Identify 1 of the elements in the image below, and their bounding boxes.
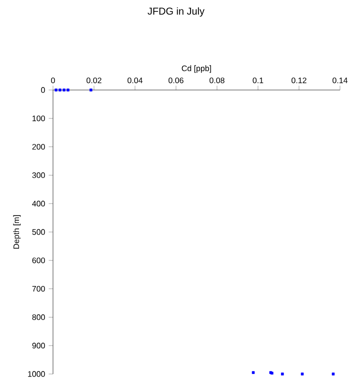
chart-title: JFDG in July xyxy=(148,7,204,17)
